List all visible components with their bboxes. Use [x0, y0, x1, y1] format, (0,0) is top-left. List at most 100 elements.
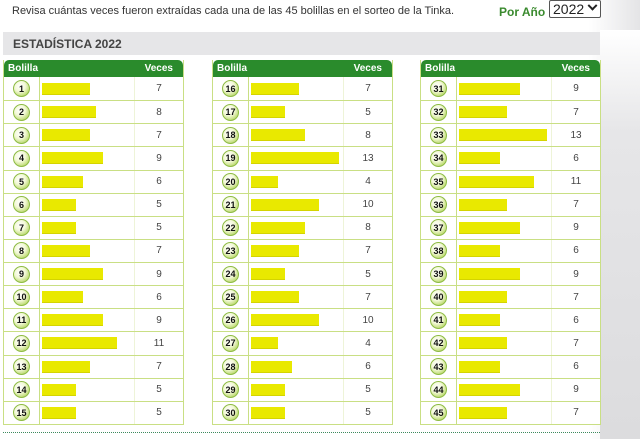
bar-cell: [40, 147, 135, 170]
frequency-bar: [459, 291, 507, 304]
bar-cell: [249, 263, 344, 286]
table-row: 20 4: [213, 169, 392, 193]
year-select[interactable]: 2022: [549, 0, 601, 18]
table-header: Bolilla Veces: [421, 60, 600, 77]
ball-number-icon: 18: [222, 126, 239, 144]
bar-cell: [249, 401, 344, 424]
header-ball: Bolilla: [8, 63, 39, 74]
ball-number-icon: 44: [430, 381, 447, 399]
table-row: 10 6: [4, 285, 183, 309]
frequency-bar: [251, 221, 305, 234]
ball-cell: 41: [421, 309, 457, 332]
count-value: 4: [365, 176, 371, 188]
ball-cell: 43: [421, 355, 457, 378]
count-value: 5: [156, 199, 162, 211]
ball-cell: 14: [4, 378, 40, 401]
table-row: 41 6: [421, 308, 600, 332]
table-row: 33 13: [421, 123, 600, 147]
frequency-bar: [251, 244, 299, 257]
table-row: 31 9: [421, 77, 600, 101]
table-header: Bolilla Veces: [213, 60, 392, 77]
bar-cell: [457, 239, 552, 262]
table-row: 28 6: [213, 354, 392, 378]
intro-text: Revisa cuántas veces fueron extraídas ca…: [12, 5, 455, 17]
frequency-bar: [459, 221, 520, 234]
frequency-bar: [459, 129, 547, 142]
count-value: 6: [573, 314, 579, 326]
year-filter-label: Por Año: [499, 5, 546, 19]
count-value: 7: [156, 245, 162, 257]
frequency-bar: [459, 175, 534, 188]
bar-cell: [457, 332, 552, 355]
ball-number-icon: 35: [430, 173, 447, 191]
bar-cell: [249, 124, 344, 147]
frequency-bar: [42, 314, 103, 327]
bar-cell: [40, 101, 135, 124]
count-value: 8: [365, 222, 371, 234]
ball-number-icon: 29: [222, 381, 239, 399]
table-row: 11 9: [4, 308, 183, 332]
count-value: 8: [365, 129, 371, 141]
ball-number-icon: 21: [222, 196, 239, 214]
ball-number-icon: 31: [430, 80, 447, 98]
bar-cell: [40, 239, 135, 262]
header-ball: Bolilla: [217, 63, 248, 74]
count-value: 6: [573, 245, 579, 257]
ball-cell: 3: [4, 124, 40, 147]
chevron-down-icon: [587, 0, 598, 11]
bar-cell: [40, 77, 135, 101]
ball-number-icon: 42: [430, 334, 447, 352]
count-value: 13: [570, 129, 582, 141]
bar-cell: [457, 124, 552, 147]
count-value: 7: [573, 407, 579, 419]
ball-cell: 29: [213, 378, 249, 401]
count-value: 6: [365, 361, 371, 373]
ball-cell: 42: [421, 332, 457, 355]
frequency-bar: [251, 106, 285, 119]
ball-cell: 32: [421, 101, 457, 124]
ball-cell: 1: [4, 77, 40, 101]
stats-table-2: Bolilla Veces 16 7 17 5 18 8 19 13 20 4 21 10 22 8 23 7…: [212, 60, 393, 425]
frequency-bar: [459, 198, 507, 211]
ball-cell: 27: [213, 332, 249, 355]
frequency-bar: [251, 152, 339, 165]
count-value: 7: [573, 199, 579, 211]
bar-cell: [249, 286, 344, 309]
frequency-bar: [251, 175, 278, 188]
bar-cell: [40, 263, 135, 286]
bar-cell: [249, 355, 344, 378]
table-row: 24 5: [213, 262, 392, 286]
count-value: 10: [362, 199, 374, 211]
frequency-bar: [251, 129, 305, 142]
ball-number-icon: 33: [430, 126, 447, 144]
bar-cell: [249, 193, 344, 216]
ball-cell: 12: [4, 332, 40, 355]
count-value: 7: [156, 129, 162, 141]
page-background-gradient: [600, 30, 640, 439]
frequency-bar: [251, 360, 292, 373]
table-row: 27 4: [213, 331, 392, 355]
table-row: 13 7: [4, 354, 183, 378]
ball-number-icon: 15: [13, 404, 30, 422]
frequency-bar: [251, 198, 319, 211]
ball-cell: 40: [421, 286, 457, 309]
ball-cell: 18: [213, 124, 249, 147]
bar-cell: [457, 193, 552, 216]
bar-cell: [40, 216, 135, 239]
count-value: 8: [156, 106, 162, 118]
bar-cell: [249, 101, 344, 124]
ball-number-icon: 25: [222, 288, 239, 306]
count-value: 9: [573, 384, 579, 396]
bar-cell: [40, 378, 135, 401]
table-row: 21 10: [213, 192, 392, 216]
ball-cell: 28: [213, 355, 249, 378]
ball-number-icon: 10: [13, 288, 30, 306]
frequency-bar: [251, 268, 285, 281]
header-ball: Bolilla: [425, 63, 456, 74]
frequency-bar: [251, 314, 319, 327]
count-value: 10: [362, 314, 374, 326]
